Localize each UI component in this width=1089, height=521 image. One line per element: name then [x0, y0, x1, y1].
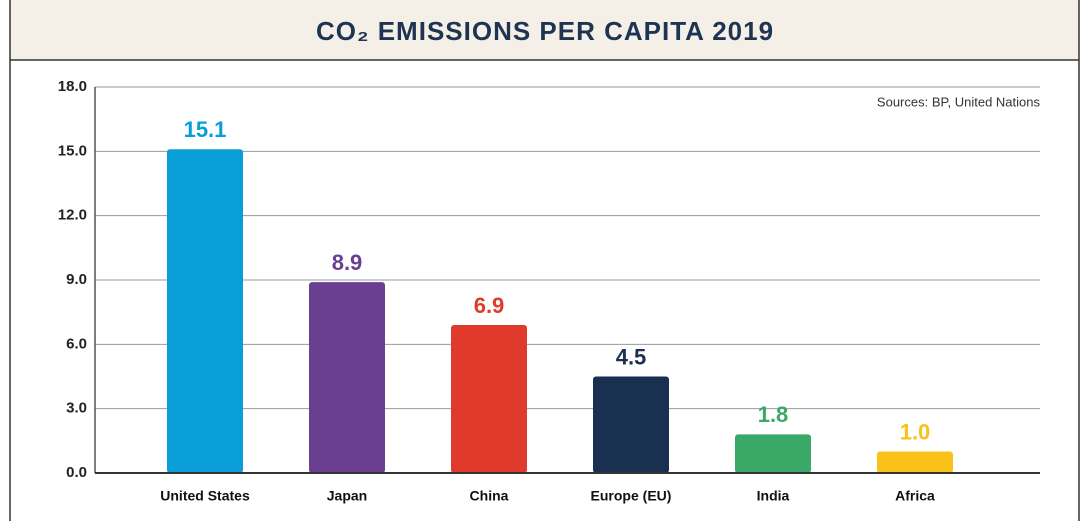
title-band [10, 0, 1079, 60]
x-tick-label: Europe (EU) [591, 488, 672, 504]
x-tick-label: China [470, 488, 509, 504]
y-tick-label: 6.0 [66, 335, 87, 352]
data-label: 15.1 [184, 117, 227, 142]
y-tick-label: 15.0 [58, 142, 87, 159]
bar [167, 149, 243, 473]
bar [735, 434, 811, 473]
x-tick-label: United States [160, 488, 250, 504]
data-label: 1.8 [758, 402, 789, 427]
data-label: 4.5 [616, 344, 647, 369]
bar [451, 325, 527, 473]
chart-title: CO₂ EMISSIONS PER CAPITA 2019 [316, 16, 774, 46]
y-tick-label: 9.0 [66, 271, 87, 288]
bar [593, 376, 669, 473]
y-tick-label: 0.0 [66, 464, 87, 481]
x-tick-label: Africa [895, 488, 935, 504]
data-label: 8.9 [332, 250, 363, 275]
y-tick-label: 18.0 [58, 78, 87, 95]
x-tick-label: Japan [327, 488, 367, 504]
data-label: 6.9 [474, 293, 505, 318]
x-tick-label: India [757, 488, 790, 504]
annotation: Sources: BP, United Nations [877, 94, 1041, 109]
y-tick-label: 3.0 [66, 400, 87, 417]
y-tick-label: 12.0 [58, 207, 87, 224]
data-label: 1.0 [900, 419, 931, 444]
bar [309, 282, 385, 473]
bar [877, 451, 953, 473]
